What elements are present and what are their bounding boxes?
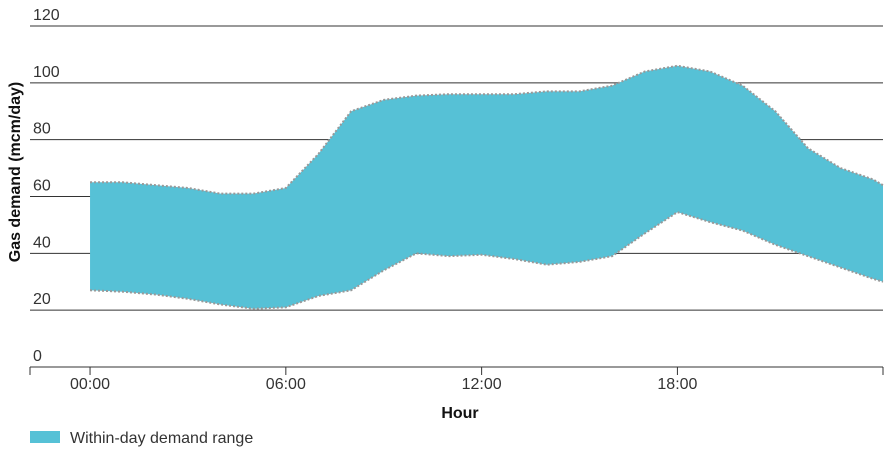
x-axis-title: Hour (441, 405, 478, 422)
legend-swatch (30, 431, 60, 443)
range-edge (90, 64, 884, 195)
range-area (90, 65, 883, 309)
x-tick-label: 00:00 (70, 376, 110, 393)
y-tick-label: 120 (33, 7, 60, 24)
y-tick-label: 0 (33, 348, 42, 365)
y-axis-title: Gas demand (mcm/day) (7, 82, 24, 263)
y-tick-label: 40 (33, 234, 51, 251)
x-tick-label: 06:00 (266, 376, 306, 393)
x-tick-label: 18:00 (657, 376, 697, 393)
y-tick-label: 20 (33, 291, 51, 308)
y-tick-label: 80 (33, 121, 51, 138)
range-edge (89, 211, 884, 310)
legend-label: Within-day demand range (70, 430, 253, 447)
y-tick-label: 60 (33, 178, 51, 195)
x-tick-label: 12:00 (462, 376, 502, 393)
y-tick-label: 100 (33, 64, 60, 81)
